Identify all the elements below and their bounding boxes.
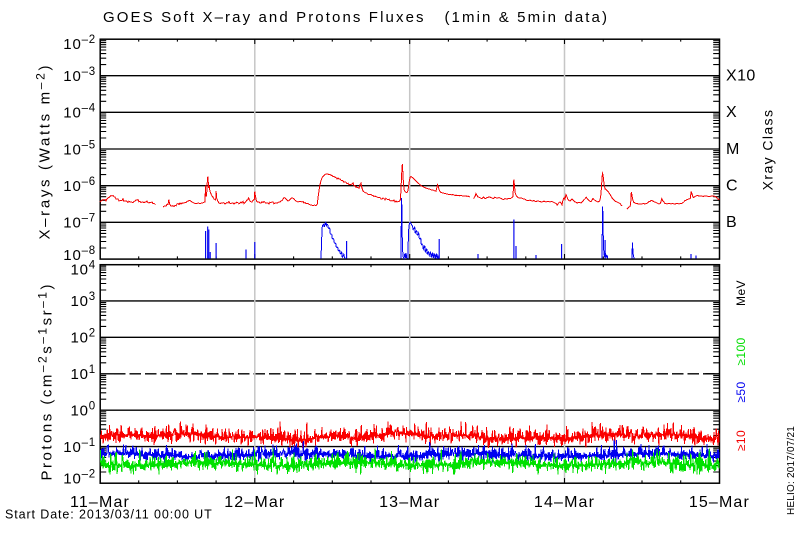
- svg-text:B: B: [726, 214, 737, 231]
- svg-text:X: X: [726, 104, 737, 121]
- svg-text:Start Date: 2013/03/11 00:00 U: Start Date: 2013/03/11 00:00 UT: [5, 508, 213, 522]
- svg-text:14–Mar: 14–Mar: [534, 494, 595, 511]
- svg-text:15–Mar: 15–Mar: [689, 494, 750, 511]
- svg-text:M: M: [726, 141, 740, 158]
- svg-text:C: C: [726, 178, 738, 195]
- svg-text:X10: X10: [726, 68, 756, 85]
- svg-text:Xray Class: Xray Class: [760, 109, 776, 191]
- svg-text:12–Mar: 12–Mar: [224, 494, 285, 511]
- svg-text:≥10: ≥10: [734, 430, 748, 451]
- svg-text:HELIO: 2017/07/21: HELIO: 2017/07/21: [786, 426, 797, 515]
- svg-text:13–Mar: 13–Mar: [379, 494, 440, 511]
- svg-text:≥50: ≥50: [734, 381, 748, 402]
- svg-text:MeV: MeV: [734, 280, 748, 306]
- svg-text:11–Mar: 11–Mar: [70, 494, 130, 511]
- svg-text:GOES Soft X–ray and Protons Fl: GOES Soft X–ray and Protons Fluxes (1min…: [103, 9, 607, 26]
- svg-text:≥100: ≥100: [734, 337, 748, 365]
